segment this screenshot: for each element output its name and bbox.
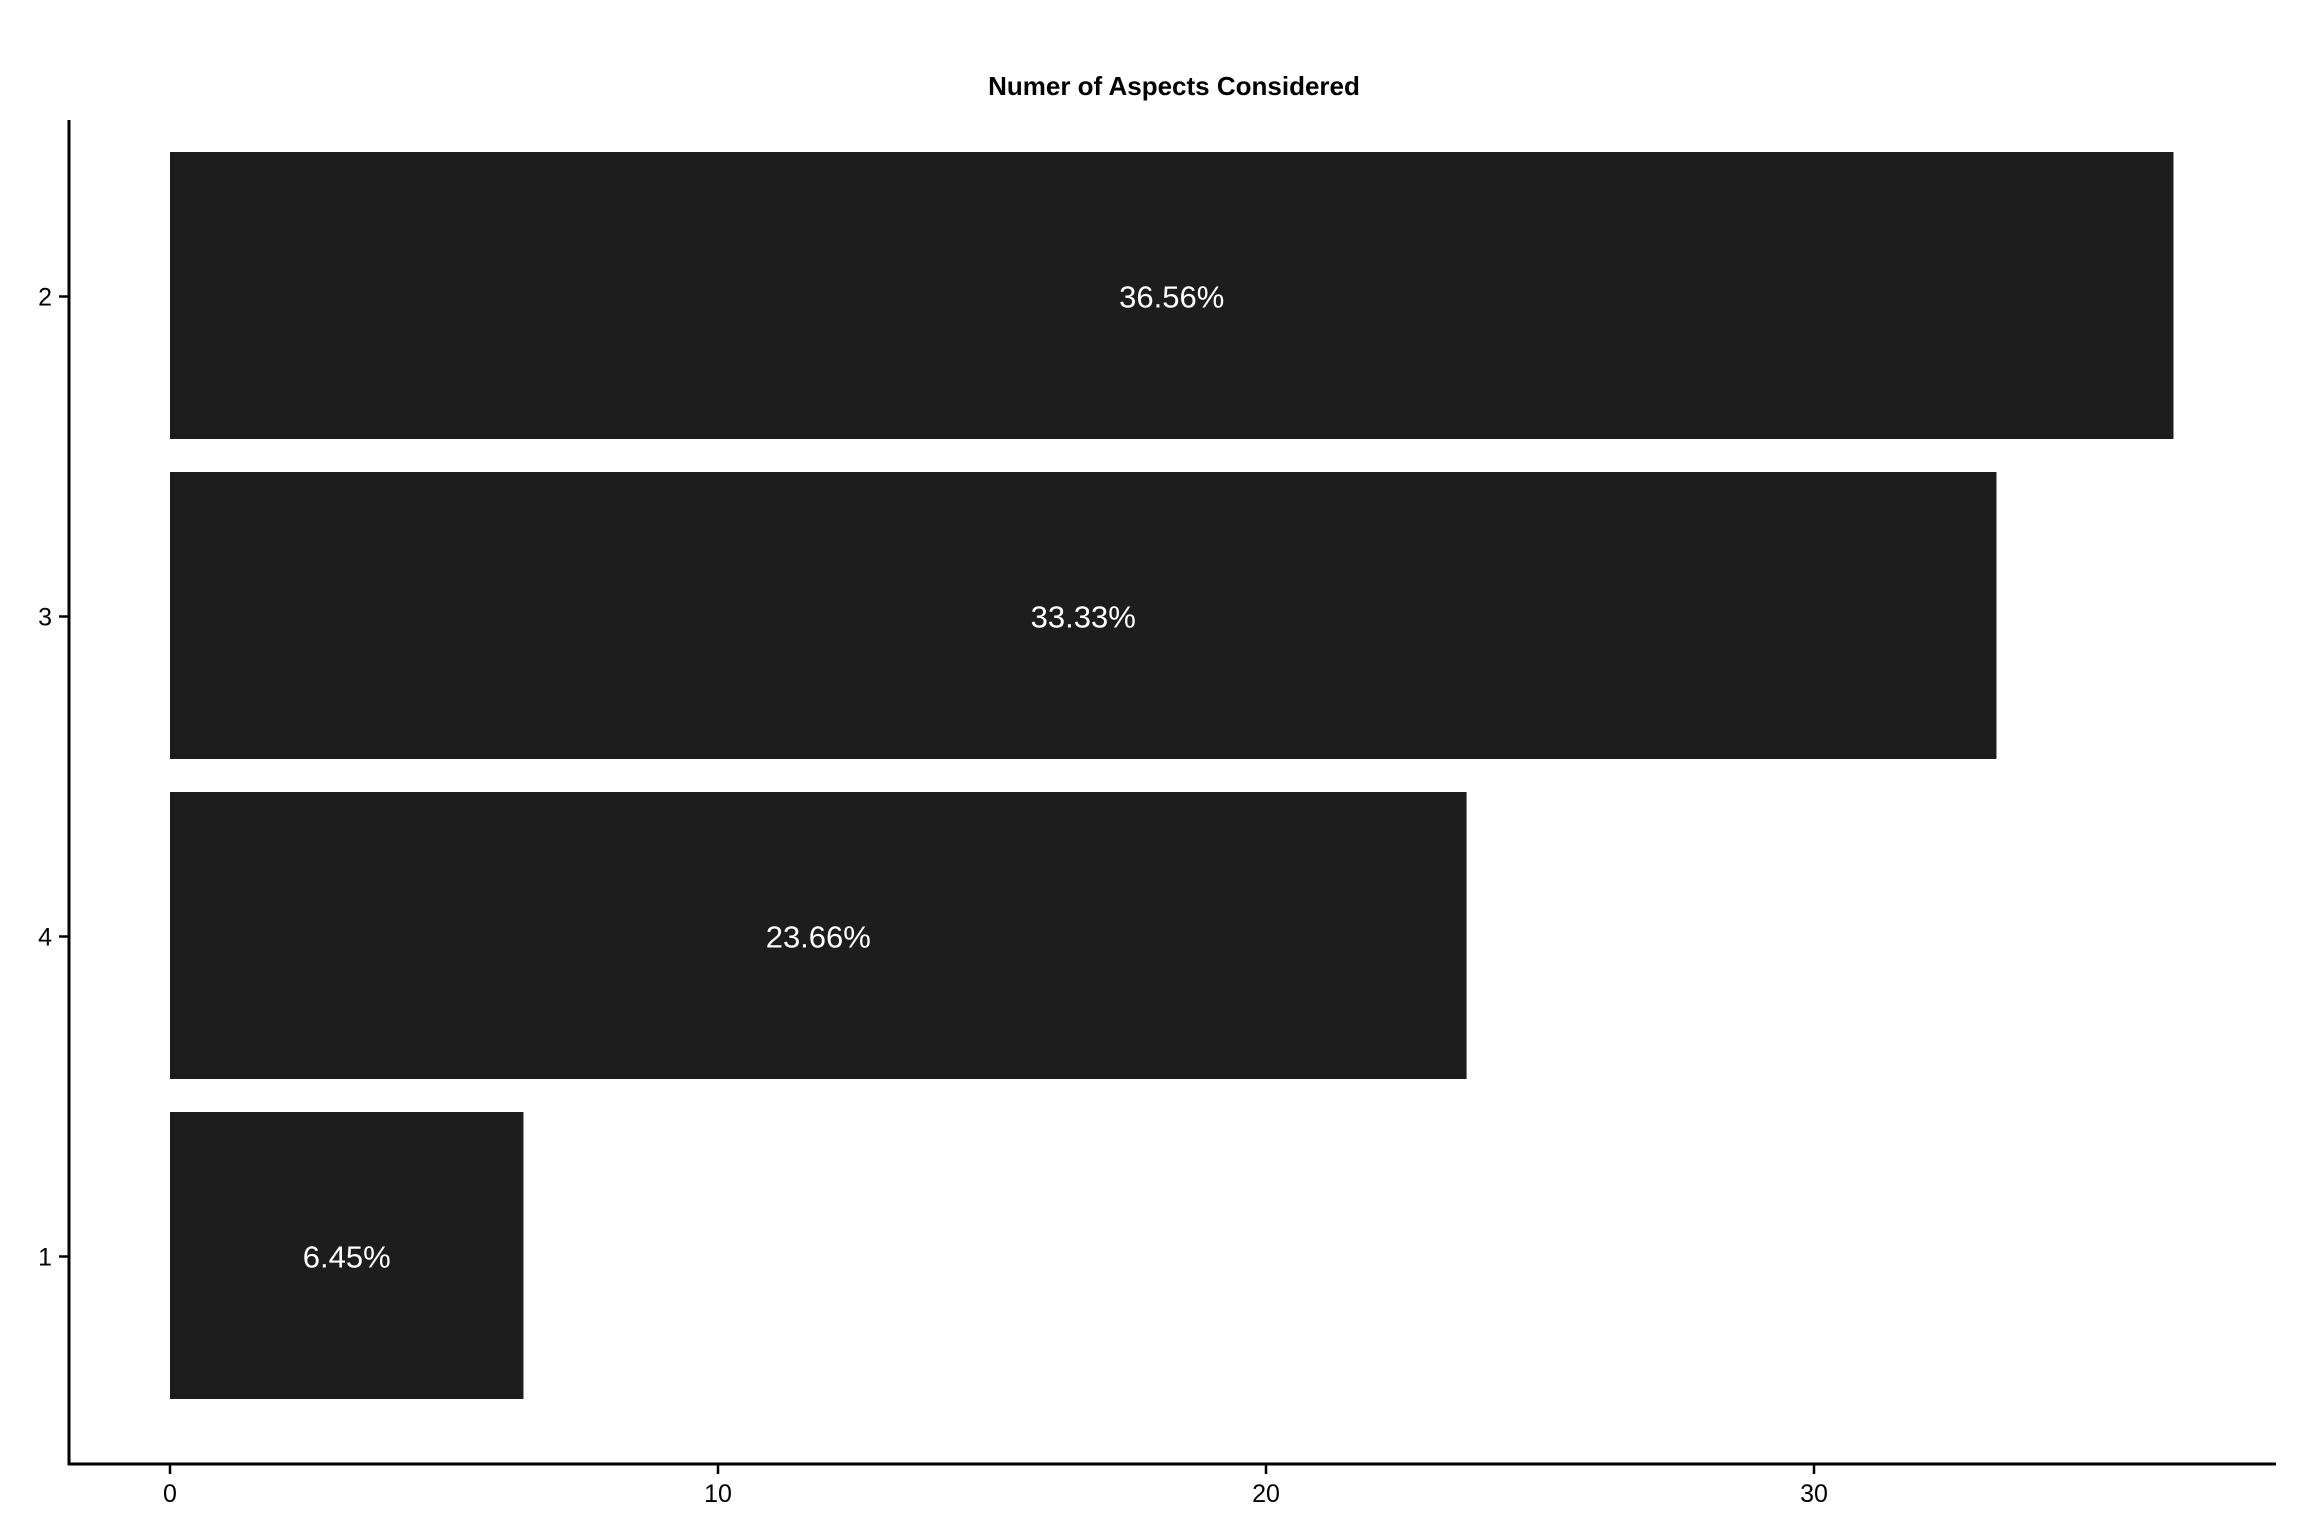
x-tick-label-0: 0 (163, 1480, 177, 1508)
y-tick-label-1: 1 (38, 1244, 52, 1272)
x-axis: 0 10 20 30 (67, 1462, 2276, 1508)
data-labels-layer: 36.56% 33.33% 23.66% 6.45% (303, 280, 1225, 1275)
bars-layer (170, 152, 2174, 1399)
x-tick-label-10: 10 (704, 1480, 732, 1508)
y-axis: 2 3 4 1 (38, 120, 71, 1466)
y-tick-label-2: 2 (38, 284, 52, 312)
y-tick-label-3: 3 (38, 604, 52, 632)
data-label-1: 6.45% (303, 1240, 391, 1275)
bar-3 (170, 472, 1997, 759)
bar-4 (170, 792, 1467, 1079)
x-tick-label-20: 20 (1252, 1480, 1280, 1508)
data-label-3: 33.33% (1031, 600, 1136, 635)
chart-title: Numer of Aspects Considered (988, 71, 1360, 101)
data-label-2: 36.56% (1119, 280, 1224, 315)
bar-2 (170, 152, 2174, 439)
data-label-4: 23.66% (766, 920, 871, 955)
bar-1 (170, 1112, 524, 1399)
x-tick-label-30: 30 (1800, 1480, 1828, 1508)
y-tick-label-4: 4 (38, 924, 52, 952)
